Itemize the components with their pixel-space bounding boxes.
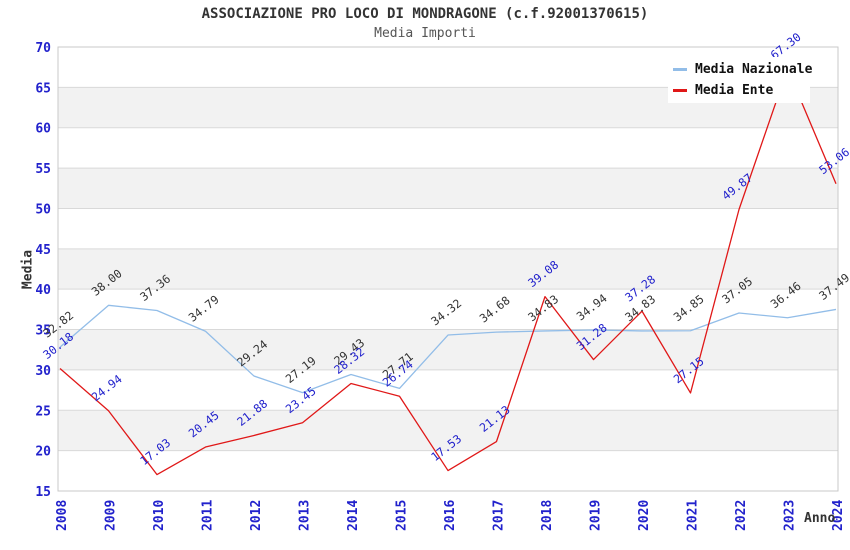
y-tick-label: 20	[35, 445, 51, 460]
y-tick-label: 35	[35, 324, 51, 339]
x-tick-label: 2011	[201, 500, 216, 531]
legend-item-media-nazionale: Media Nazionale	[673, 62, 813, 77]
point-label: 34.85	[671, 292, 707, 324]
y-tick-label: 65	[35, 81, 51, 96]
series-line-media-ente	[59, 68, 837, 476]
grid-band	[58, 248, 838, 290]
grid-band	[58, 168, 838, 209]
point-label: 34.79	[186, 292, 222, 324]
x-tick-label: 2014	[346, 500, 361, 531]
x-tick-label: 2015	[395, 500, 410, 531]
x-tick-label: 2008	[55, 500, 70, 531]
y-tick-label: 45	[35, 243, 51, 258]
x-tick-label: 2018	[540, 500, 555, 531]
x-tick-label: 2023	[783, 500, 798, 531]
point-label: 34.68	[477, 293, 513, 325]
x-tick-label: 2019	[589, 500, 604, 531]
x-tick-label: 2012	[249, 500, 264, 531]
point-label: 34.94	[574, 291, 610, 323]
line-swatch-ente-icon	[673, 89, 687, 92]
x-tick-label: 2013	[298, 500, 313, 531]
y-tick-label: 50	[35, 202, 51, 217]
plot-border	[57, 46, 839, 492]
legend-label-media-ente: Media Ente	[695, 83, 774, 98]
x-tick-label: 2024	[831, 500, 846, 531]
y-tick-label: 40	[35, 283, 51, 298]
x-tick-label: 2022	[734, 500, 749, 531]
legend-item-media-ente: Media Ente	[673, 83, 810, 98]
y-tick-label: 60	[35, 122, 51, 137]
x-tick-label: 2021	[686, 500, 701, 531]
y-tick-label: 55	[35, 162, 51, 177]
x-tick-label: 2009	[104, 500, 119, 531]
series-line-media-nazionale	[59, 304, 837, 394]
grid-band	[58, 410, 838, 451]
y-tick-label: 30	[35, 364, 51, 379]
page-title: ASSOCIAZIONE PRO LOCO DI MONDRAGONE (c.f…	[201, 6, 649, 22]
x-tick-label: 2010	[152, 500, 167, 531]
legend-label-media-nazionale: Media Nazionale	[695, 62, 813, 77]
point-label: 24.94	[89, 372, 125, 404]
grid-band	[58, 329, 838, 370]
x-axis-title: Anno	[804, 511, 836, 526]
y-tick-label: 15	[35, 485, 51, 500]
x-tick-label: 2016	[443, 500, 458, 531]
chart-subtitle: Media Importi	[374, 26, 476, 41]
point-label: 34.83	[525, 292, 561, 324]
point-label: 34.32	[428, 296, 464, 328]
legend: Media Nazionale Media Ente	[668, 57, 813, 103]
x-tick-label: 2020	[637, 500, 652, 531]
y-tick-label: 25	[35, 404, 51, 419]
x-tick-label: 2017	[492, 500, 507, 531]
y-tick-label: 70	[35, 41, 51, 56]
line-swatch-nazionale-icon	[673, 68, 687, 71]
